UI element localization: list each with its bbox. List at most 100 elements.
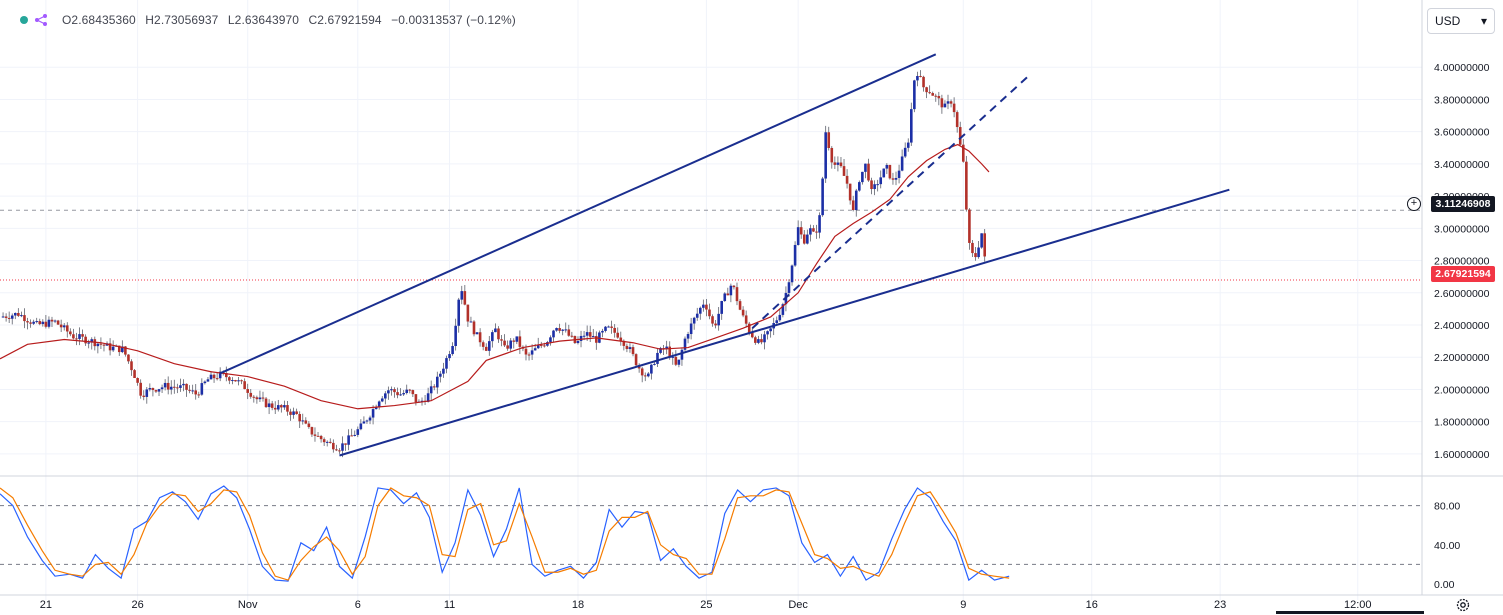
candle-body [903, 147, 907, 157]
candle-body [163, 382, 167, 388]
candle-body [888, 164, 892, 179]
candle-body [359, 423, 363, 430]
candle-body [971, 242, 974, 254]
currency-selector[interactable]: USD ▾ [1427, 8, 1495, 34]
time-tick-label: Nov [238, 599, 258, 611]
add-alert-plus-icon[interactable]: + [1407, 197, 1421, 211]
candle-body [487, 341, 491, 351]
candle-body [821, 178, 824, 216]
candle-body [157, 389, 161, 392]
dashed-trendline [751, 76, 1029, 329]
candle-body [628, 347, 632, 350]
candle-body [448, 354, 451, 359]
candle-body [778, 314, 782, 321]
price-tick-label: 3.60000000 [1434, 127, 1490, 139]
candle-body [604, 326, 607, 331]
time-tick-label: 21 [40, 599, 52, 611]
candle-body [555, 328, 558, 331]
candle-body [659, 348, 662, 353]
candle-body [298, 414, 301, 422]
candle-body [940, 98, 944, 108]
candle-body [197, 394, 201, 396]
candle-body [29, 322, 32, 324]
candle-body [203, 381, 207, 384]
candle-body [133, 370, 136, 379]
trendline [339, 188, 1230, 457]
oscillator-tick-label: 40.00 [1434, 540, 1460, 552]
price-tick-label: 3.00000000 [1434, 223, 1490, 235]
candle-body [258, 397, 262, 400]
candle-body [475, 332, 479, 335]
candle-body [717, 313, 720, 326]
candle-body [368, 417, 372, 421]
candle-body [965, 161, 968, 210]
candle-body [861, 171, 864, 183]
price-tick-label: 4.00000000 [1434, 62, 1490, 74]
candle-body [209, 374, 213, 380]
candle-body [747, 323, 751, 333]
candle-body [264, 398, 268, 408]
candle-body [775, 320, 779, 324]
candle-body [647, 373, 650, 377]
candle-body [478, 332, 482, 343]
candle-body [591, 336, 595, 338]
trendlines[interactable] [219, 53, 1230, 457]
candle-body [224, 373, 228, 378]
candle-body [4, 316, 8, 318]
candle-body [10, 315, 14, 319]
candle-body [702, 304, 705, 308]
candle-body [194, 390, 198, 395]
candle-body [806, 234, 809, 244]
price-tick-label: 2.80000000 [1434, 256, 1490, 268]
candle-body [65, 325, 69, 332]
candle-body [50, 319, 54, 322]
candle-body [729, 285, 733, 296]
time-tick-label: 18 [572, 599, 584, 611]
candle-body [858, 182, 861, 191]
candle-body [665, 346, 668, 350]
candle-body [549, 337, 552, 343]
candle-body [102, 344, 106, 346]
candle-body [711, 316, 714, 324]
candle-body [237, 380, 240, 382]
candle-body [151, 388, 155, 391]
candle-body [332, 442, 335, 450]
candle-body [429, 386, 433, 394]
gear-icon[interactable] [1455, 597, 1471, 613]
time-scale-scrollbar[interactable] [1276, 611, 1424, 614]
candle-body [977, 247, 980, 258]
candle-body [267, 403, 271, 408]
candle-body [674, 356, 678, 365]
candle-body [949, 101, 953, 104]
candle-body [289, 411, 292, 415]
candle-body [295, 411, 298, 415]
candle-body [393, 389, 396, 393]
candle-body [200, 383, 204, 395]
candle-body [362, 421, 366, 424]
candle-body [261, 397, 265, 399]
candle-body [579, 335, 583, 341]
candle-body [527, 354, 531, 356]
candle-body [671, 356, 675, 358]
oscillator-tick-label: 80.00 [1434, 501, 1460, 513]
trendline [219, 53, 937, 375]
candle-body [111, 346, 115, 351]
candle-body [760, 339, 763, 343]
candle-body [848, 183, 852, 201]
candle-body [720, 301, 724, 314]
candle-body [463, 291, 467, 305]
candle-body [735, 287, 739, 302]
candle-body [650, 364, 653, 374]
candle-body [234, 380, 237, 382]
time-tick-label: 6 [355, 599, 361, 611]
time-tick-label: 9 [960, 599, 966, 611]
candle-body [796, 227, 800, 245]
candle-body [870, 180, 873, 190]
candle-body [897, 170, 901, 178]
share-icon[interactable] [34, 13, 48, 27]
candle-body [44, 321, 48, 327]
currency-label: USD [1435, 14, 1461, 28]
candle-body [117, 345, 121, 353]
candle-body [206, 379, 210, 382]
